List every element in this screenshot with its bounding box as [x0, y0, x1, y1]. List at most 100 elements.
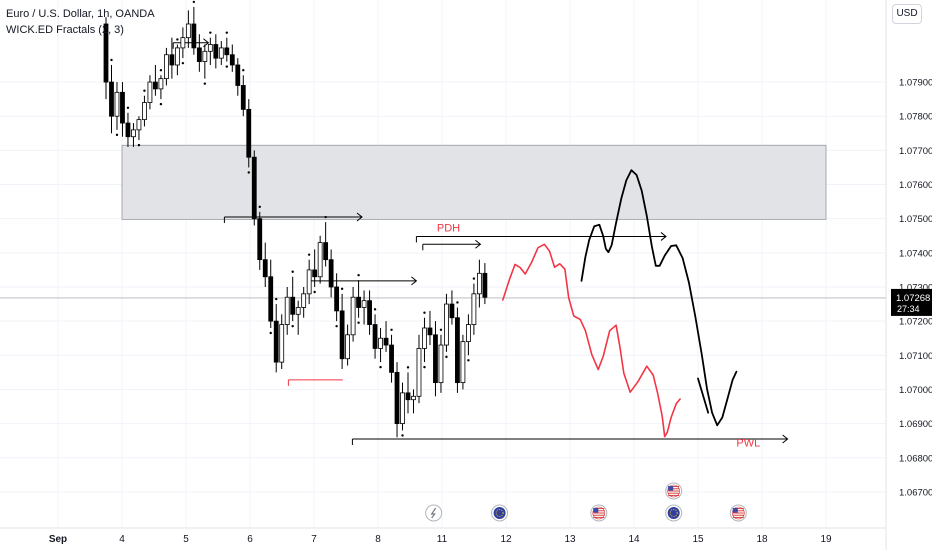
candle-body — [433, 334, 438, 384]
candle-body — [422, 327, 427, 349]
candle-body — [466, 324, 471, 343]
fractal-dot — [357, 273, 360, 277]
candle-body — [372, 324, 378, 349]
current-price-tag — [891, 288, 932, 316]
flag-eu-icon[interactable] — [491, 504, 509, 522]
fractal-dot — [390, 328, 393, 332]
fractal-dot — [439, 328, 443, 332]
annotation-label: PDH — [437, 222, 460, 234]
price-tick-label: 1.07800 — [899, 112, 932, 123]
price-tick-label: 1.07100 — [899, 351, 932, 362]
candle-body — [229, 54, 235, 66]
candle-body — [290, 296, 296, 315]
projection-red-path — [502, 243, 681, 438]
candle-body — [136, 119, 142, 131]
candle-body — [279, 324, 285, 363]
candle-body — [224, 47, 230, 56]
indicator-label[interactable]: WICK.ED Fractals (2, 3) — [6, 24, 124, 36]
flash-icon[interactable] — [425, 504, 443, 522]
candle-body — [295, 307, 301, 315]
flag-us-icon[interactable] — [590, 504, 608, 522]
flag-eu-icon[interactable] — [665, 504, 683, 522]
candle-body — [240, 85, 246, 110]
level-arrow — [660, 232, 667, 241]
candle-body — [158, 78, 164, 90]
fractal-dot — [110, 58, 113, 62]
annotation-label: PWL — [736, 438, 760, 450]
candle-body — [455, 317, 460, 384]
fractal-dot — [275, 297, 278, 301]
flag-us-canton — [732, 508, 738, 513]
candle-body — [427, 327, 433, 336]
fractal-dot — [258, 205, 261, 209]
candle-body — [400, 392, 405, 425]
price-tick-label: 1.07300 — [899, 282, 932, 293]
candle-body — [350, 296, 356, 336]
flag-us-icon[interactable] — [665, 482, 683, 500]
candle-body — [416, 348, 422, 397]
candle-body — [257, 218, 263, 261]
price-tick-label: 1.07600 — [899, 180, 932, 191]
candle-body — [207, 44, 213, 52]
price-tick-label: 1.07000 — [899, 385, 932, 396]
candle-body — [449, 303, 455, 319]
fractal-dot — [313, 290, 316, 294]
price-tick-label: 1.07700 — [899, 146, 932, 157]
fractal-dot — [401, 434, 404, 437]
annotation-layer: PDH PWL — [437, 222, 760, 449]
time-tick-label: 6 — [247, 534, 253, 545]
countdown-label: 27:34 — [897, 304, 920, 314]
price-tick-label: 1.06800 — [899, 453, 932, 464]
fractal-dot — [137, 143, 141, 147]
candle-body — [251, 156, 257, 220]
fractal-dot — [291, 270, 294, 273]
candle-body — [169, 54, 175, 66]
candle-body — [153, 81, 158, 90]
fractal-dot — [225, 65, 229, 68]
candle-body — [444, 303, 449, 346]
time-tick-label: Sep — [49, 534, 67, 545]
candle-body — [345, 334, 351, 360]
candle-body — [356, 296, 361, 308]
candle-body — [317, 242, 323, 278]
candle-body — [411, 395, 416, 401]
supply-zone — [121, 144, 827, 220]
fractal-dot — [176, 38, 179, 41]
fractal-dot — [324, 215, 327, 219]
time-tick-label: 12 — [500, 534, 512, 545]
price-tick-label: 1.07500 — [899, 214, 932, 225]
time-tick-label: 5 — [183, 534, 189, 545]
fractal-dot — [456, 301, 459, 304]
price-tick-label: 1.07200 — [899, 317, 932, 328]
currency-badge[interactable]: USD — [892, 4, 922, 24]
candle-body — [273, 320, 279, 363]
level-arrow — [782, 434, 789, 444]
time-tick-label: 19 — [820, 534, 832, 545]
candle-body — [476, 272, 482, 295]
time-tick-label: 15 — [692, 534, 704, 545]
event-icon-ring — [425, 504, 443, 522]
fractal-dot — [445, 355, 448, 359]
price-tick-label: 1.07400 — [899, 248, 932, 259]
candle-body — [109, 81, 114, 117]
fractal-dot — [203, 82, 207, 85]
level-arrow — [356, 212, 363, 222]
fractal-dot — [242, 69, 245, 72]
fractal-dot — [472, 277, 476, 280]
fractal-dot — [159, 69, 163, 72]
time-tick-label: 7 — [311, 534, 317, 545]
candle-body — [383, 337, 389, 346]
candle-body — [125, 122, 131, 138]
candle-body — [438, 344, 444, 384]
time-tick-label: 14 — [628, 534, 640, 545]
candle-body — [103, 23, 109, 83]
candle-body — [471, 293, 477, 325]
fractal-dot — [467, 359, 470, 362]
projection-black-tail — [697, 377, 710, 414]
flash-glyph — [430, 507, 437, 519]
flag-eu-stars — [669, 509, 678, 517]
candle-body — [482, 272, 488, 298]
flag-us-icon[interactable] — [729, 504, 747, 522]
